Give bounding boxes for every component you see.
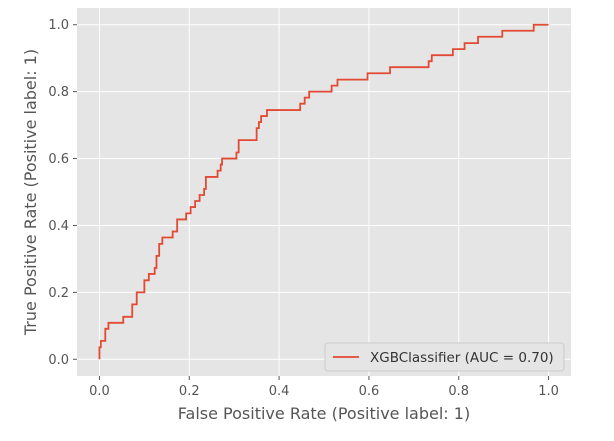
x-tick-label: 0.2 xyxy=(179,384,200,399)
series-layer xyxy=(98,23,549,360)
y-tick-label: 0.2 xyxy=(48,286,69,301)
y-axis-label: True Positive Rate (Positive label: 1) xyxy=(21,49,40,336)
y-tick-label: 0.8 xyxy=(48,85,69,100)
y-tick-label: 1.0 xyxy=(48,18,69,33)
y-tick-label: 0.0 xyxy=(48,353,69,368)
y-tick-label: 0.6 xyxy=(48,152,69,167)
x-tick-label: 0.6 xyxy=(359,384,380,399)
y-tick-label: 0.4 xyxy=(48,219,69,234)
legend-label: XGBClassifier (AUC = 0.70) xyxy=(370,350,554,366)
axis-ticks: 0.0 0.2 0.4 0.6 0.8 1.0 0.0 0.2 0.4 0.6 0.8 1.0 xyxy=(48,18,559,399)
legend-box xyxy=(324,342,565,372)
roc-curve-line xyxy=(98,23,549,360)
x-tick-label: 0.0 xyxy=(89,384,110,399)
x-axis-label: False Positive Rate (Positive label: 1) xyxy=(178,404,470,423)
legend: XGBClassifier (AUC = 0.70) xyxy=(324,342,565,372)
x-tick-label: 1.0 xyxy=(538,384,559,399)
x-tick-label: 0.8 xyxy=(448,384,469,399)
plot-area xyxy=(77,8,571,376)
x-tick-label: 0.4 xyxy=(269,384,290,399)
